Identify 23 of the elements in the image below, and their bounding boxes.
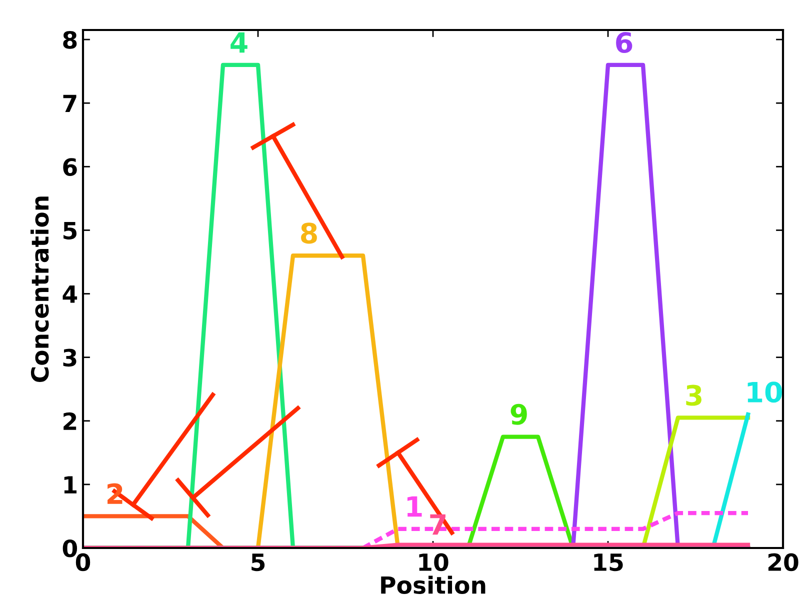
y-axis-title: Concentration	[30, 196, 49, 382]
y-tick-label: 4	[62, 286, 78, 303]
y-tick-label: 0	[62, 539, 78, 558]
x-tick-label: 10	[419, 553, 448, 572]
series-label: 1	[407, 496, 422, 517]
series-label: 3	[686, 384, 702, 406]
x-tick-label: 20	[768, 553, 798, 572]
y-tick-label: 1	[64, 476, 77, 494]
x-tick-label: 15	[594, 554, 623, 572]
y-tick-label: 7	[63, 94, 76, 112]
series-label: 8	[301, 222, 317, 244]
x-tick-label: 5	[252, 554, 265, 572]
y-tick-label: 8	[63, 30, 77, 49]
series-label: 4	[230, 32, 248, 53]
series-label: 9	[510, 404, 527, 425]
series-label: 6	[616, 32, 632, 54]
x-tick-label: 0	[76, 553, 90, 572]
y-tick-label: 6	[63, 158, 77, 176]
series-label: 10	[748, 382, 782, 403]
y-tick-label: 2	[64, 412, 76, 430]
x-axis-title: Position	[381, 576, 486, 594]
y-tick-label: 3	[63, 348, 76, 367]
y-tick-label: 5	[64, 222, 76, 240]
